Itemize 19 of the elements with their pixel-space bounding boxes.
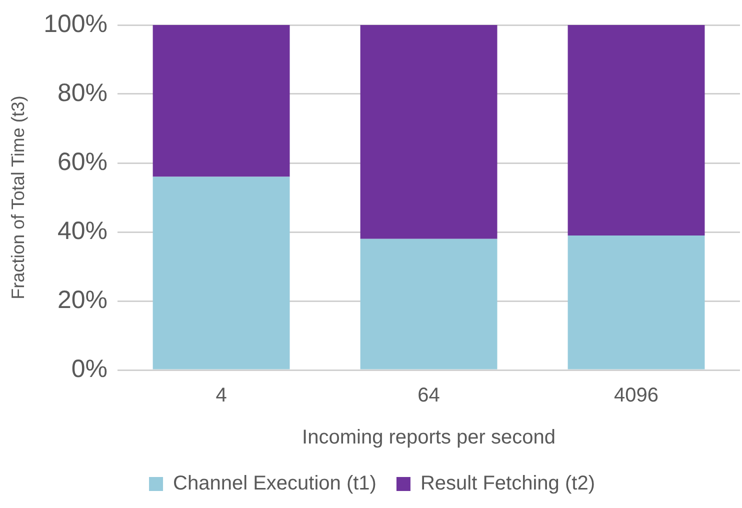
x-tick-label: 4: [216, 384, 227, 407]
y-axis-title: Fraction of Total Time (t3): [8, 96, 28, 300]
bar: [152, 25, 290, 177]
y-tick-label: 60%: [57, 148, 108, 176]
y-tick-label: 0%: [71, 354, 108, 383]
x-tick-label: 64: [418, 384, 440, 407]
y-tick-label: 100%: [44, 10, 108, 38]
bar: [568, 25, 705, 236]
bar: [152, 176, 290, 370]
bar: [568, 235, 705, 370]
y-tick-label: 20%: [57, 286, 108, 314]
bar: [360, 25, 498, 239]
x-axis-title: Incoming reports per second: [302, 426, 556, 449]
y-tick-label: 80%: [57, 78, 108, 107]
x-tick-label: 4096: [614, 384, 659, 407]
y-tick-label: 40%: [57, 216, 108, 245]
legend-label: Result Fetching (t2): [420, 472, 595, 495]
bar: [360, 238, 498, 370]
legend-label: Channel Execution (t1): [173, 472, 376, 495]
